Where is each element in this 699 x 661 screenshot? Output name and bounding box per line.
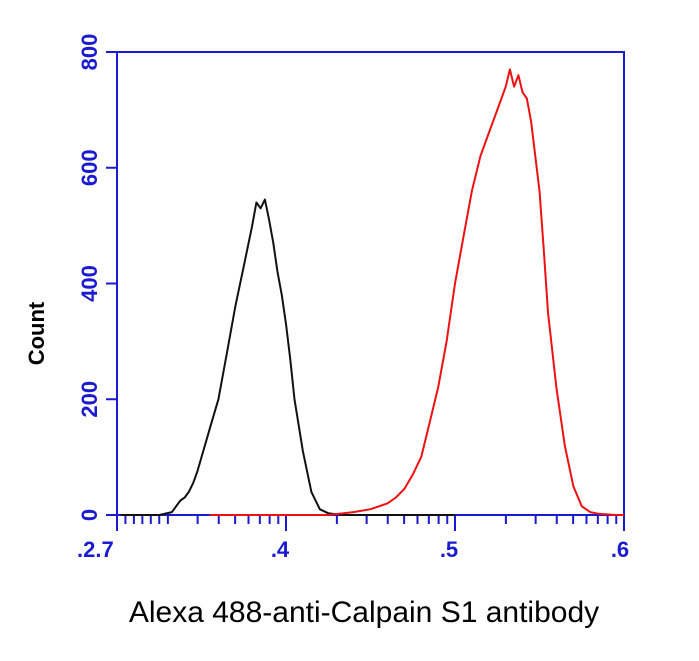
histogram-point: [454, 282, 456, 285]
histogram-point: [272, 242, 274, 244]
histogram-point: [412, 473, 414, 476]
histogram-point: [614, 514, 617, 516]
histogram-point: [386, 502, 388, 504]
histogram-point: [555, 387, 558, 389]
histogram-point: [623, 514, 625, 516]
histogram-point: [264, 199, 266, 201]
histogram-point: [378, 505, 380, 507]
histogram-point: [196, 471, 198, 473]
histogram-point: [310, 491, 312, 493]
histogram-point: [200, 456, 203, 458]
histogram-point: [471, 190, 473, 192]
histogram-point: [243, 514, 245, 516]
histogram-point: [526, 97, 528, 99]
histogram-point: [509, 68, 511, 70]
histogram-point: [276, 271, 279, 273]
histogram-point: [420, 456, 422, 458]
histogram-point: [479, 155, 481, 157]
histogram-point: [429, 421, 431, 423]
plot-frame: [116, 51, 625, 516]
histogram-point: [285, 323, 287, 325]
histogram-point: [522, 91, 524, 94]
y-tick-label: 400: [77, 265, 102, 302]
histogram-point: [462, 236, 464, 238]
y-tick-label: 600: [77, 149, 102, 186]
x-axis-ticks: [116, 515, 625, 531]
histogram-point: [302, 450, 304, 452]
histogram-point: [179, 499, 181, 502]
histogram-point: [606, 513, 608, 516]
histogram-point: [496, 109, 498, 111]
histogram-point: [188, 491, 190, 493]
histogram-point: [598, 513, 600, 515]
x-tick-label: .4: [271, 537, 290, 562]
histogram-point: [547, 311, 549, 313]
histogram-point: [488, 132, 490, 134]
histogram-point: [260, 207, 262, 209]
histogram-point: [369, 514, 372, 516]
histogram-point: [226, 352, 228, 354]
histogram-point: [353, 511, 355, 513]
histogram-point: [572, 485, 574, 487]
x-axis-tick-labels: .2.7 .4 .5 .6: [77, 537, 629, 562]
histogram-point: [513, 86, 515, 88]
histogram-series-line: [121, 198, 455, 516]
histogram-point: [184, 497, 186, 499]
histogram-point: [293, 398, 296, 400]
histogram-point: [353, 514, 355, 516]
histogram-point: [589, 511, 591, 513]
histogram-point: [543, 248, 545, 250]
histogram-point: [517, 74, 520, 76]
histogram-point: [158, 514, 160, 516]
histogram-point: [327, 514, 329, 516]
x-tick-label: .5: [440, 537, 458, 562]
histogram-point: [534, 155, 536, 157]
y-tick-label: 0: [77, 509, 102, 521]
histogram-point: [175, 505, 177, 507]
histogram-point: [454, 514, 456, 516]
histogram-point: [205, 442, 207, 444]
histogram-point: [255, 201, 257, 204]
histogram-point: [564, 445, 566, 447]
histogram-point: [403, 488, 405, 490]
series-layer: [120, 68, 625, 516]
histogram-point: [437, 387, 439, 389]
x-tick-label: .2.7: [77, 537, 114, 562]
histogram-point: [209, 427, 211, 429]
y-axis-title: Count: [24, 301, 49, 365]
y-axis-ticks: [106, 51, 117, 516]
histogram-point: [505, 86, 507, 88]
histogram-point: [538, 190, 541, 192]
x-tick-label: .6: [611, 537, 629, 562]
histogram-point: [446, 340, 448, 342]
histogram-point: [120, 514, 122, 516]
histogram-point: [289, 358, 291, 360]
histogram-point: [285, 514, 287, 516]
histogram-point: [192, 482, 194, 484]
histogram-point: [243, 265, 245, 267]
histogram-point: [217, 398, 219, 400]
histogram-point: [209, 514, 211, 516]
histogram-point: [327, 512, 329, 514]
histogram-point: [268, 219, 270, 221]
histogram-point: [530, 120, 532, 122]
histogram-point: [251, 225, 253, 227]
histogram-series-line: [209, 68, 624, 516]
histogram-point: [395, 497, 397, 499]
histogram-point: [369, 508, 372, 510]
histogram-point: [234, 306, 236, 308]
y-tick-label: 200: [77, 381, 102, 418]
histogram-point: [412, 514, 414, 516]
y-axis-tick-labels: 0 200 400 600 800: [77, 34, 102, 521]
y-tick-label: 800: [77, 34, 102, 71]
histogram-point: [141, 514, 143, 516]
histogram-point: [281, 294, 283, 296]
histogram-point: [319, 508, 321, 510]
x-axis-title: Alexa 488-anti-Calpain S1 antibody: [129, 596, 599, 629]
histogram-point: [171, 511, 173, 513]
histogram-point: [344, 514, 346, 516]
histogram-point: [581, 505, 583, 507]
